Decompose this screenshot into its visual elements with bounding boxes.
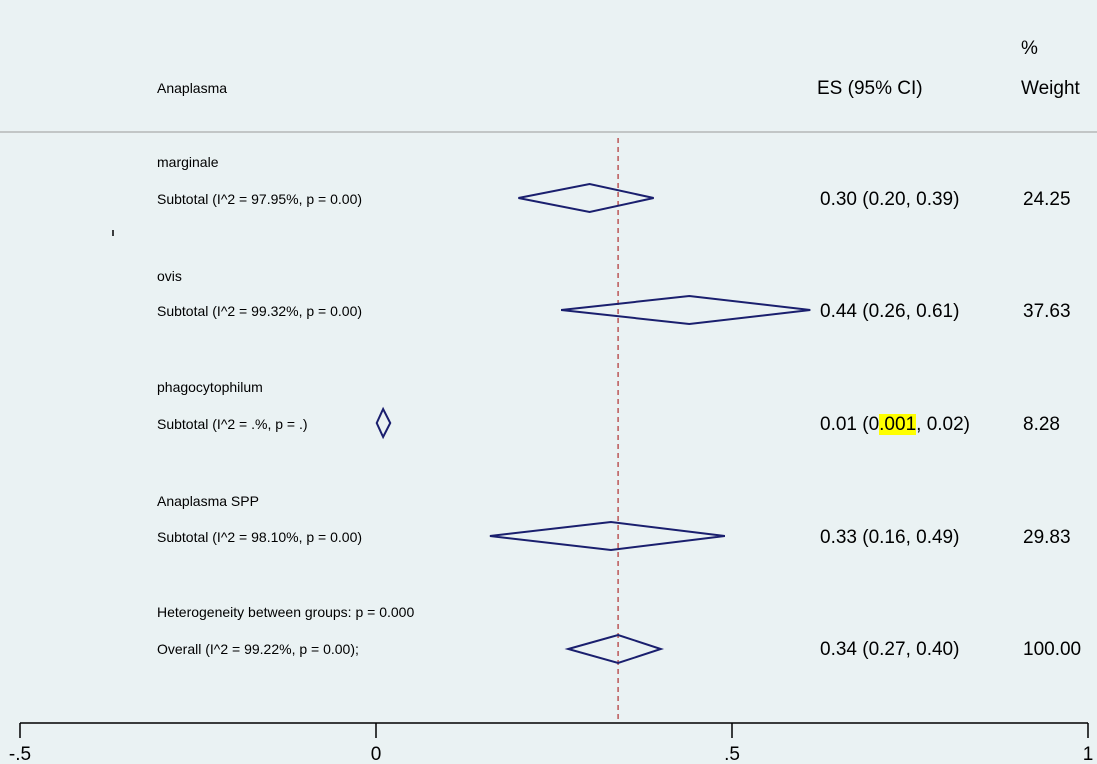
heterogeneity-label: Heterogeneity between groups: p = 0.000 — [157, 604, 415, 620]
group-name: Anaplasma SPP — [157, 493, 259, 509]
subtotal-diamond — [375, 406, 392, 440]
header-weight-pct: % — [1021, 38, 1038, 59]
overall-label: Overall (I^2 = 99.22%, p = 0.00); — [157, 641, 359, 657]
es-ci-post: , 0.02) — [916, 414, 971, 435]
overall-diamond — [564, 633, 665, 665]
weight-text: 8.28 — [1023, 414, 1060, 435]
es-ci-text: 0.44 (0.26, 0.61) — [820, 301, 960, 322]
overall-weight-text: 100.00 — [1023, 639, 1082, 660]
highlight-mark: .001 — [879, 414, 917, 435]
weight-text: 29.83 — [1023, 527, 1071, 548]
x-tick-label: 1 — [1083, 744, 1094, 764]
group-name: ovis — [157, 268, 182, 284]
weight-text: 24.25 — [1023, 189, 1071, 210]
subtotal-label: Subtotal (I^2 = 99.32%, p = 0.00) — [157, 303, 363, 319]
subtotal-diamond — [561, 294, 811, 326]
es-ci-text: 0.30 (0.20, 0.39) — [820, 189, 960, 210]
subtotal-diamond — [489, 520, 726, 552]
header-weight: Weight — [1021, 78, 1080, 99]
group-name: phagocytophilum — [157, 379, 263, 395]
subtotal-label: Subtotal (I^2 = .%, p = .) — [157, 416, 308, 432]
header-study: Anaplasma — [157, 80, 228, 96]
header-es: ES (95% CI) — [817, 78, 923, 99]
subtotal-label: Subtotal (I^2 = 98.10%, p = 0.00) — [157, 529, 363, 545]
subtotal-label: Subtotal (I^2 = 97.95%, p = 0.00) — [157, 191, 363, 207]
overall-es-ci-text: 0.34 (0.27, 0.40) — [820, 639, 960, 660]
es-ci-text: 0.01 (0.001, 0.02) — [820, 414, 970, 436]
weight-text: 37.63 — [1023, 301, 1071, 322]
group-name: marginale — [157, 154, 219, 170]
subtotal-diamond — [518, 182, 654, 214]
x-tick-label: 0 — [371, 744, 382, 764]
x-tick-label: .5 — [724, 744, 740, 764]
es-ci-text: 0.33 (0.16, 0.49) — [820, 527, 960, 548]
es-ci-pre: 0.01 (0 — [820, 414, 880, 435]
x-tick-label: -.5 — [9, 744, 31, 764]
